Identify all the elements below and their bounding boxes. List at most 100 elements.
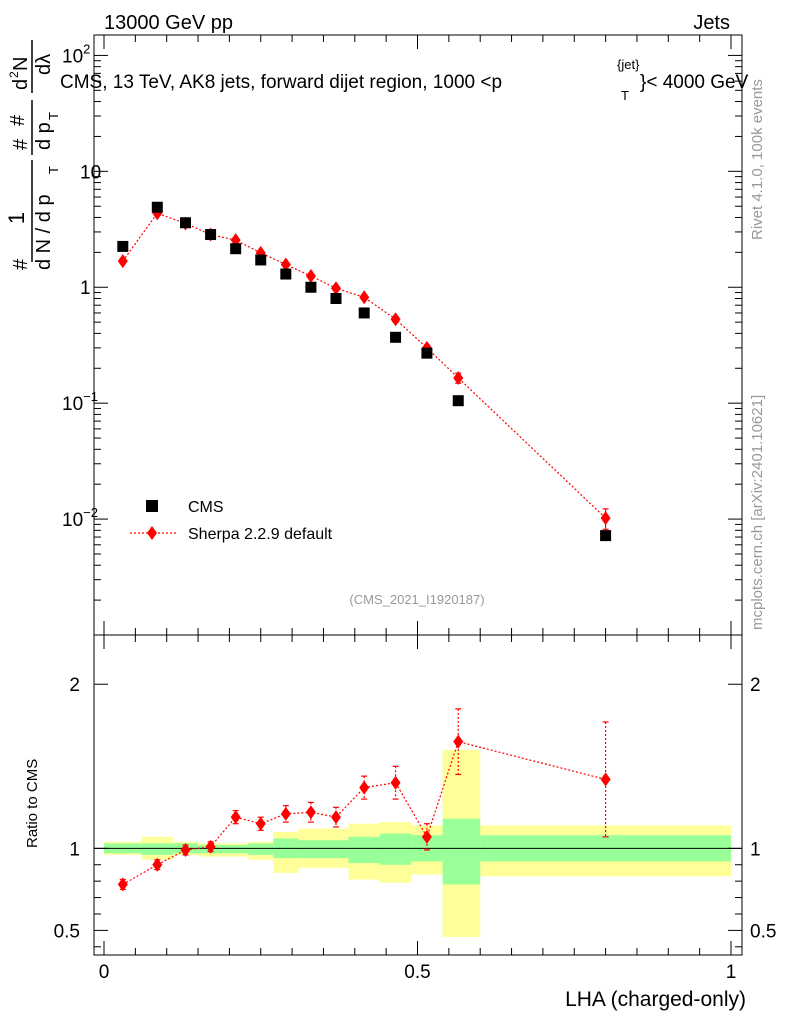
mc-main-point xyxy=(359,290,370,305)
ylabel-frac2-num: d p xyxy=(33,122,55,150)
ratio-band-inner xyxy=(323,840,349,859)
ratio-band-inner xyxy=(348,836,380,864)
beam-label: 13000 GeV pp xyxy=(104,12,233,34)
main-x-ticks xyxy=(103,35,732,635)
plot-title: CMS, 13 TeV, AK8 jets, forward dijet reg… xyxy=(60,72,502,93)
mcplots-credit: mcplots.cern.ch [arXiv:2401.10621] xyxy=(749,395,766,630)
mc-ratio-point xyxy=(180,842,191,857)
ylabel-frac1-sub: T xyxy=(46,166,61,174)
data-main-point xyxy=(117,240,129,252)
ylabel-hash-1: # xyxy=(10,258,32,270)
ratio-y-tick-label-right: 2 xyxy=(750,675,761,696)
main-y-tick-label: 1 xyxy=(80,278,91,299)
ylabel-hash-2: # xyxy=(10,138,32,150)
mc-ratio-point xyxy=(390,775,401,790)
ratio-band-inner xyxy=(248,843,274,855)
legend-mc-marker xyxy=(147,526,157,540)
ratio-x-tick-label: 0 xyxy=(99,962,110,983)
mc-main-point xyxy=(600,511,611,526)
main-y-tick-label: 10−1 xyxy=(62,389,98,415)
mc-ratio-point xyxy=(280,806,291,821)
ylabel-deriv-sup: 2 xyxy=(7,71,21,78)
mc-line-main xyxy=(122,212,607,519)
data-points-main xyxy=(117,201,612,542)
ratio-band-inner xyxy=(141,843,173,855)
mc-ratio-point xyxy=(600,772,611,787)
mc-main-point xyxy=(280,257,291,272)
data-main-point xyxy=(255,254,267,266)
ratio-y-tick-label-right: 0.5 xyxy=(750,921,776,942)
mc-ratio-point xyxy=(453,734,464,749)
ratio-band-inner xyxy=(298,840,324,859)
data-main-point xyxy=(205,229,217,241)
data-main-point xyxy=(280,268,292,280)
mc-ratio-point xyxy=(305,805,316,820)
mc-main-point xyxy=(117,254,128,269)
ylabel-deriv-N: N xyxy=(10,57,32,71)
main-y-label: # 1 d N / d p T # d p T # d 2 N dλ xyxy=(4,40,61,270)
main-y-tick-label: 10−2 xyxy=(62,505,98,531)
mc-main-point xyxy=(390,312,401,327)
data-main-point xyxy=(330,292,342,304)
mc-ratio-point xyxy=(255,816,266,831)
data-main-point xyxy=(421,347,433,359)
ratio-y-label: Ratio to CMS xyxy=(24,759,41,848)
mc-ratio-polyline xyxy=(122,740,606,885)
ratio-y-axis: 0.5 0.5 1 1 2 2 xyxy=(54,675,776,948)
ylabel-frac1-den: d N / d p xyxy=(33,194,55,270)
mc-main-polyline xyxy=(122,212,607,519)
ratio-x-tick-label: 1 xyxy=(726,962,737,983)
main-y-tick-exp: 2 xyxy=(83,41,90,56)
x-axis-label: LHA (charged-only) xyxy=(565,988,746,1011)
ylabel-frac2-sub: T xyxy=(46,112,61,120)
data-main-point xyxy=(390,331,402,343)
main-y-tick-exp: −2 xyxy=(83,505,98,520)
mc-ratio-point xyxy=(117,877,128,892)
ylabel-deriv-den: dλ xyxy=(33,54,55,75)
data-main-point xyxy=(180,217,192,229)
main-y-axis: 10−2 10−1 1 10 102 xyxy=(62,41,742,636)
plot-title-sub: T xyxy=(621,88,629,103)
plot-title-sup: {jet} xyxy=(617,57,640,72)
mc-line-ratio xyxy=(122,740,606,885)
data-main-point xyxy=(358,307,370,319)
mc-ratio-point xyxy=(359,780,370,795)
legend: CMS Sherpa 2.2.9 default xyxy=(130,499,333,543)
mc-main-point xyxy=(453,370,464,385)
legend-cms-label: CMS xyxy=(188,499,224,516)
analysis-id: (CMS_2021_I1920187) xyxy=(349,592,484,607)
data-main-point xyxy=(305,281,317,293)
data-main-point xyxy=(452,395,464,407)
main-frame xyxy=(93,34,743,636)
rivet-version: Rivet 4.1.0, 100k events xyxy=(749,79,766,240)
ratio-band-inner xyxy=(223,845,249,854)
mc-main-point xyxy=(305,269,316,284)
ylabel-deriv-d: d xyxy=(10,79,32,90)
mc-ratio-point xyxy=(230,810,241,825)
mc-ratio-point xyxy=(205,839,216,854)
ylabel-frac2-den: # xyxy=(7,114,29,126)
main-y-tick-label: 10 xyxy=(80,162,101,183)
ratio-band-inner xyxy=(442,818,481,885)
ratio-y-tick-label: 2 xyxy=(69,675,80,696)
mc-main-point xyxy=(330,281,341,296)
mc-ratio-point xyxy=(152,857,163,872)
main-y-tick-exp: −1 xyxy=(83,389,98,404)
mc-ratio-point xyxy=(330,810,341,825)
ratio-band-inner xyxy=(379,833,412,865)
ylabel-frac1-num: 1 xyxy=(4,212,29,224)
ratio-frame xyxy=(93,634,743,956)
ratio-y-tick-label-right: 1 xyxy=(750,839,761,860)
ratio-x-axis: 0 0.5 1 xyxy=(99,635,737,983)
legend-cms-marker xyxy=(146,500,158,512)
mc-points-ratio xyxy=(117,708,611,892)
data-main-point xyxy=(230,243,242,255)
legend-mc-label: Sherpa 2.2.9 default xyxy=(188,526,333,543)
ratio-x-tick-label: 0.5 xyxy=(404,962,430,983)
plot-title-main: CMS, 13 TeV, AK8 jets, forward dijet reg… xyxy=(60,72,502,93)
plot-title-end: }< 4000 GeV xyxy=(640,72,749,93)
process-label: Jets xyxy=(693,12,730,34)
ratio-uncertainty-bands xyxy=(104,749,731,937)
ratio-y-tick-label: 0.5 xyxy=(54,921,80,942)
